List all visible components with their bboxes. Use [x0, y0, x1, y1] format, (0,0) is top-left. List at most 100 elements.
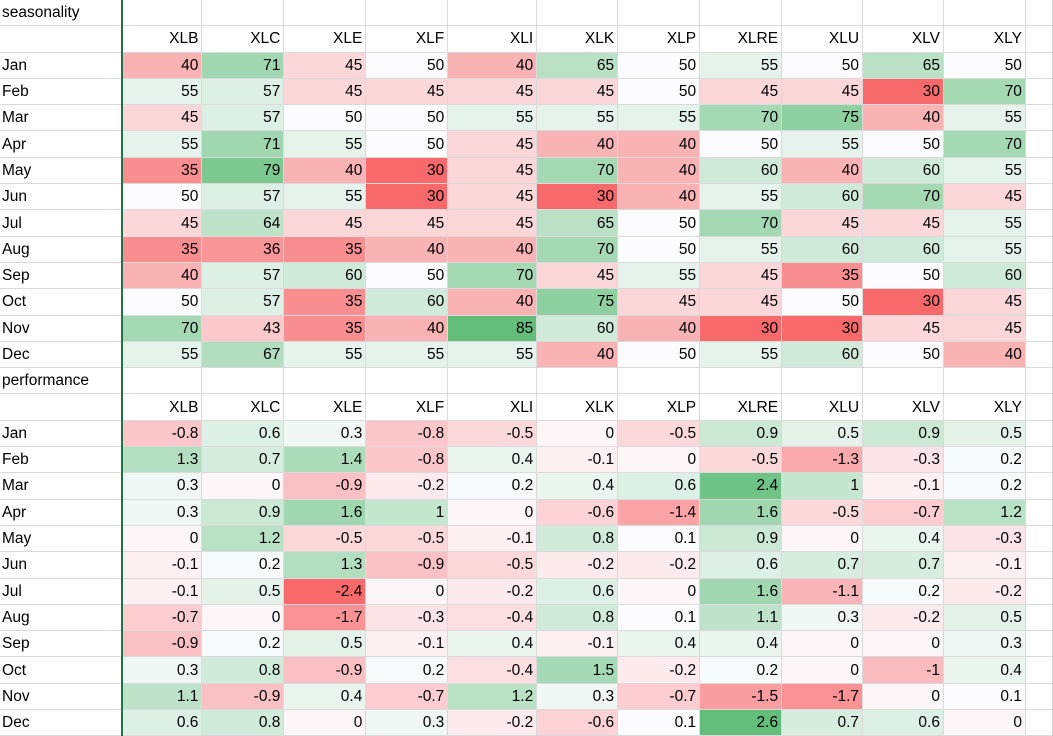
- value-cell[interactable]: 30: [536, 183, 619, 211]
- value-cell[interactable]: -0.8: [365, 420, 449, 448]
- month-label[interactable]: Jan: [0, 420, 123, 448]
- value-cell[interactable]: 71: [201, 52, 285, 79]
- value-cell[interactable]: 0: [201, 472, 285, 500]
- value-cell[interactable]: 0.4: [943, 656, 1026, 684]
- value-cell[interactable]: 45: [283, 209, 367, 237]
- empty-cell[interactable]: [121, 367, 203, 395]
- value-cell[interactable]: -0.6: [536, 499, 619, 526]
- value-cell[interactable]: 0.5: [943, 420, 1026, 448]
- value-cell[interactable]: 0.6: [699, 551, 783, 579]
- value-cell[interactable]: 65: [536, 52, 619, 79]
- value-cell[interactable]: -0.1: [365, 630, 449, 658]
- value-cell[interactable]: 35: [121, 157, 203, 185]
- empty-cell[interactable]: [862, 367, 944, 395]
- value-cell[interactable]: 40: [365, 236, 449, 263]
- value-cell[interactable]: 55: [943, 157, 1026, 185]
- value-cell[interactable]: 35: [283, 315, 367, 342]
- value-cell[interactable]: 50: [365, 130, 449, 158]
- empty-cell[interactable]: [365, 0, 449, 27]
- month-label[interactable]: Feb: [0, 446, 123, 474]
- value-cell[interactable]: 50: [365, 104, 449, 132]
- value-cell[interactable]: 0.2: [201, 551, 285, 579]
- value-cell[interactable]: 0.6: [617, 472, 701, 500]
- value-cell[interactable]: 45: [943, 183, 1026, 211]
- value-cell[interactable]: -2.4: [283, 578, 367, 605]
- column-header-xlc[interactable]: XLC: [201, 393, 285, 421]
- value-cell[interactable]: 70: [943, 78, 1026, 106]
- month-label[interactable]: Jul: [0, 578, 123, 605]
- value-cell[interactable]: 45: [121, 104, 203, 132]
- value-cell[interactable]: 0.2: [943, 446, 1026, 474]
- value-cell[interactable]: 40: [536, 341, 619, 369]
- value-cell[interactable]: 40: [862, 104, 944, 132]
- empty-cell[interactable]: [1025, 551, 1053, 579]
- value-cell[interactable]: 1: [365, 499, 449, 526]
- value-cell[interactable]: 0: [617, 578, 701, 605]
- value-cell[interactable]: 40: [121, 52, 203, 79]
- value-cell[interactable]: 2.4: [699, 472, 783, 500]
- empty-cell[interactable]: [1025, 288, 1053, 316]
- empty-cell[interactable]: [1025, 420, 1053, 448]
- empty-cell[interactable]: [283, 367, 367, 395]
- value-cell[interactable]: -0.9: [201, 683, 285, 711]
- empty-cell[interactable]: [1025, 683, 1053, 711]
- value-cell[interactable]: 50: [121, 183, 203, 211]
- value-cell[interactable]: 40: [121, 262, 203, 290]
- value-cell[interactable]: 36: [201, 236, 285, 263]
- empty-cell[interactable]: [1025, 262, 1053, 290]
- value-cell[interactable]: 0.9: [699, 525, 783, 553]
- value-cell[interactable]: 60: [365, 288, 449, 316]
- empty-cell[interactable]: [1025, 656, 1053, 684]
- empty-cell[interactable]: [1025, 393, 1053, 421]
- value-cell[interactable]: 1.4: [283, 446, 367, 474]
- column-header-xlb[interactable]: XLB: [121, 393, 203, 421]
- value-cell[interactable]: 0: [536, 420, 619, 448]
- value-cell[interactable]: 55: [699, 236, 783, 263]
- empty-cell[interactable]: [862, 0, 944, 27]
- column-header-xle[interactable]: XLE: [283, 25, 367, 53]
- value-cell[interactable]: 0.3: [365, 709, 449, 736]
- value-cell[interactable]: 1.2: [201, 525, 285, 553]
- empty-cell[interactable]: [121, 0, 203, 27]
- value-cell[interactable]: -0.9: [283, 472, 367, 500]
- value-cell[interactable]: 0.4: [447, 446, 538, 474]
- month-label[interactable]: Nov: [0, 683, 123, 711]
- value-cell[interactable]: -1.1: [781, 578, 864, 605]
- empty-cell[interactable]: [1025, 604, 1053, 632]
- empty-cell[interactable]: [1025, 472, 1053, 500]
- value-cell[interactable]: 70: [943, 130, 1026, 158]
- empty-cell[interactable]: [699, 0, 783, 27]
- value-cell[interactable]: -0.1: [536, 446, 619, 474]
- column-header-xlp[interactable]: XLP: [617, 393, 701, 421]
- value-cell[interactable]: -0.1: [536, 630, 619, 658]
- value-cell[interactable]: 55: [617, 262, 701, 290]
- value-cell[interactable]: 35: [283, 236, 367, 263]
- empty-cell[interactable]: [1025, 446, 1053, 474]
- column-header-xlu[interactable]: XLU: [781, 393, 864, 421]
- value-cell[interactable]: 40: [365, 315, 449, 342]
- month-label[interactable]: Feb: [0, 78, 123, 106]
- value-cell[interactable]: 45: [862, 209, 944, 237]
- value-cell[interactable]: 70: [447, 262, 538, 290]
- column-header-xlre[interactable]: XLRE: [699, 25, 783, 53]
- empty-cell[interactable]: [1025, 578, 1053, 605]
- value-cell[interactable]: 40: [617, 315, 701, 342]
- value-cell[interactable]: 75: [536, 288, 619, 316]
- empty-cell[interactable]: [1025, 52, 1053, 79]
- value-cell[interactable]: 45: [699, 288, 783, 316]
- column-header-xlf[interactable]: XLF: [365, 393, 449, 421]
- value-cell[interactable]: 50: [781, 52, 864, 79]
- value-cell[interactable]: 0.2: [943, 472, 1026, 500]
- value-cell[interactable]: 70: [536, 157, 619, 185]
- section-title[interactable]: seasonality: [0, 0, 123, 27]
- month-label[interactable]: May: [0, 157, 123, 185]
- value-cell[interactable]: 0.8: [201, 656, 285, 684]
- empty-cell[interactable]: [1025, 315, 1053, 342]
- value-cell[interactable]: -0.5: [283, 525, 367, 553]
- empty-cell[interactable]: [699, 367, 783, 395]
- value-cell[interactable]: 40: [781, 157, 864, 185]
- value-cell[interactable]: -0.1: [862, 472, 944, 500]
- value-cell[interactable]: 35: [283, 288, 367, 316]
- value-cell[interactable]: 70: [862, 183, 944, 211]
- value-cell[interactable]: 57: [201, 104, 285, 132]
